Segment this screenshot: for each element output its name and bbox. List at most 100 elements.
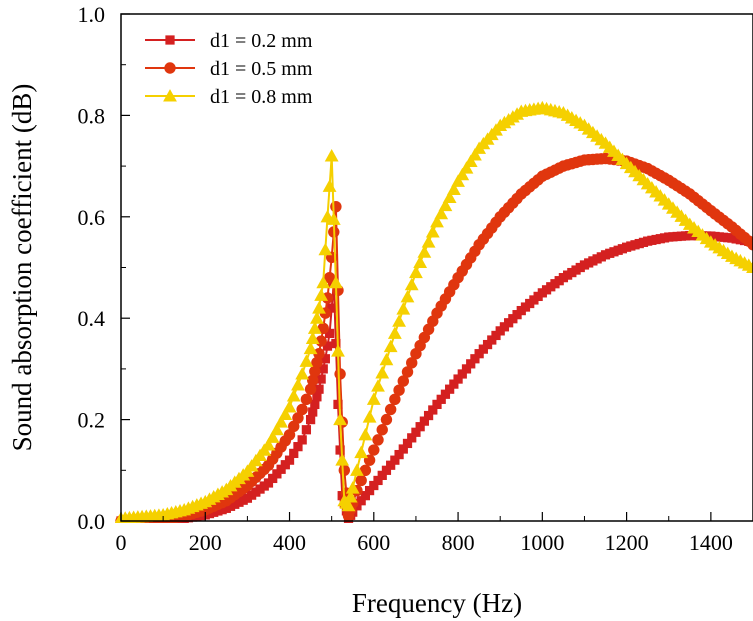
data-point bbox=[445, 384, 455, 394]
data-point bbox=[343, 490, 358, 503]
y-tick-label: 0.4 bbox=[78, 306, 106, 331]
data-point bbox=[375, 366, 390, 379]
y-tick-label: 0.2 bbox=[78, 408, 106, 433]
data-point bbox=[371, 379, 385, 392]
data-point bbox=[434, 206, 449, 220]
data-point bbox=[338, 464, 351, 476]
data-point bbox=[331, 344, 345, 357]
data-point bbox=[283, 429, 296, 441]
data-point bbox=[449, 379, 459, 389]
data-point bbox=[372, 434, 384, 446]
data-point bbox=[334, 368, 346, 380]
data-point bbox=[379, 352, 394, 366]
data-point bbox=[400, 290, 415, 303]
series-line bbox=[120, 157, 753, 522]
data-point bbox=[358, 427, 373, 441]
data-point bbox=[308, 407, 318, 417]
data-point bbox=[390, 455, 400, 465]
data-point bbox=[316, 374, 326, 384]
data-point bbox=[345, 481, 360, 494]
data-point bbox=[446, 182, 461, 195]
data-point bbox=[324, 328, 335, 339]
data-point bbox=[428, 405, 438, 415]
data-point bbox=[350, 463, 364, 476]
data-point bbox=[384, 403, 397, 416]
data-point bbox=[335, 453, 350, 466]
data-point bbox=[389, 393, 401, 406]
data-point bbox=[312, 392, 322, 402]
data-point bbox=[364, 485, 375, 496]
y-axis-title: Sound absorption coefficient (dB) bbox=[7, 84, 37, 452]
x-tick-label: 1200 bbox=[605, 530, 649, 555]
data-point bbox=[438, 198, 453, 212]
data-point bbox=[404, 277, 419, 291]
data-point bbox=[406, 357, 418, 369]
series-layer bbox=[115, 100, 753, 523]
data-point bbox=[470, 354, 480, 364]
data-point bbox=[313, 347, 325, 360]
legend-marker bbox=[164, 62, 176, 74]
data-point bbox=[304, 383, 317, 395]
data-point bbox=[747, 238, 753, 251]
data-point bbox=[430, 214, 444, 228]
data-point bbox=[328, 275, 343, 289]
data-point bbox=[300, 393, 313, 406]
data-point bbox=[368, 444, 380, 456]
data-point bbox=[320, 354, 330, 364]
data-point bbox=[286, 389, 301, 402]
data-point bbox=[383, 339, 398, 353]
data-point bbox=[355, 474, 367, 487]
data-point bbox=[453, 374, 463, 384]
data-point bbox=[333, 399, 343, 410]
data-point bbox=[296, 403, 308, 416]
data-point bbox=[394, 449, 404, 460]
data-point bbox=[312, 301, 326, 314]
data-point bbox=[425, 225, 440, 238]
data-point bbox=[419, 416, 429, 426]
data-point bbox=[289, 448, 299, 459]
data-point bbox=[362, 410, 377, 423]
y-tick-label: 0.8 bbox=[78, 103, 106, 128]
data-point bbox=[295, 367, 310, 380]
data-point bbox=[307, 321, 322, 334]
data-point bbox=[354, 445, 369, 459]
data-point bbox=[442, 190, 457, 204]
legend-item: d1 = 0.5 mm bbox=[145, 58, 313, 80]
data-point bbox=[411, 427, 421, 437]
data-point bbox=[402, 438, 413, 449]
data-point bbox=[311, 356, 323, 369]
legend: d1 = 0.2 mm d1 = 0.5 mm d1 = 0.8 mm bbox=[145, 30, 313, 108]
series-2 bbox=[115, 152, 753, 523]
data-point bbox=[333, 412, 347, 426]
data-point bbox=[341, 498, 356, 512]
x-tick-label: 1000 bbox=[520, 530, 564, 555]
data-point bbox=[293, 442, 303, 452]
data-point bbox=[468, 148, 482, 161]
y-tick-label: 1.0 bbox=[78, 2, 106, 27]
data-point bbox=[318, 242, 333, 256]
data-point bbox=[401, 366, 414, 378]
data-point bbox=[301, 425, 312, 435]
data-point bbox=[376, 424, 388, 436]
data-point bbox=[398, 444, 408, 454]
data-point bbox=[463, 154, 478, 168]
data-point bbox=[288, 420, 300, 433]
data-point bbox=[303, 341, 318, 355]
ticks-layer: 0 200 400 600 800 1000 1200 1400 0.0 0.2 0.4 0.6 0.8… bbox=[78, 2, 733, 555]
data-point bbox=[305, 331, 320, 344]
series-1 bbox=[116, 230, 753, 523]
data-point bbox=[359, 464, 372, 476]
x-axis-title: Frequency (Hz) bbox=[352, 588, 522, 618]
legend-marker bbox=[163, 89, 177, 102]
data-point bbox=[282, 400, 297, 413]
data-point bbox=[407, 433, 417, 443]
x-tick-label: 400 bbox=[273, 530, 306, 555]
y-tick-label: 0.0 bbox=[78, 509, 106, 534]
data-point bbox=[265, 430, 280, 443]
data-point bbox=[297, 435, 307, 445]
data-point bbox=[459, 161, 474, 174]
data-point bbox=[451, 174, 465, 187]
data-point bbox=[455, 167, 470, 181]
